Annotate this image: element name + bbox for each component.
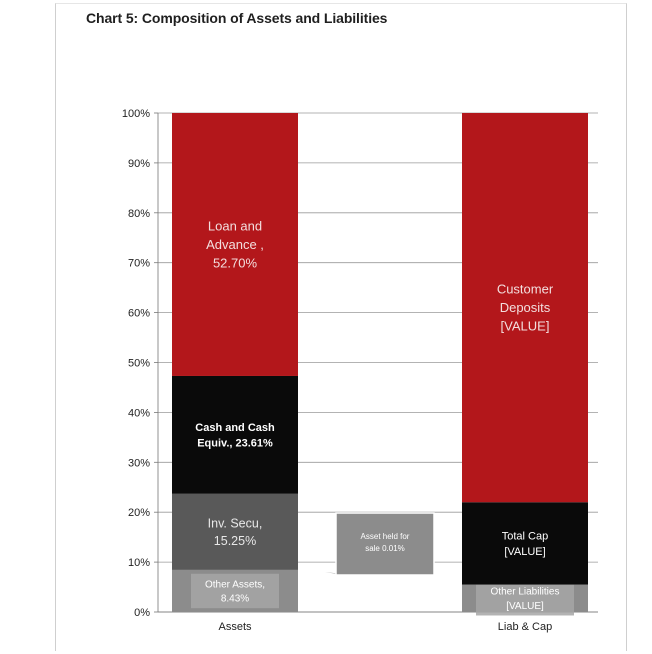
bar-segment-inv-secu — [172, 493, 298, 570]
data-label: [VALUE] — [506, 601, 544, 612]
chart-frame — [55, 3, 627, 651]
data-label: Inv. Secu, — [208, 516, 263, 530]
callout-box — [335, 512, 435, 576]
y-tick-label: 70% — [128, 258, 150, 270]
x-category-label: Assets — [218, 621, 252, 633]
data-label-box — [191, 573, 279, 609]
data-label: [VALUE] — [504, 546, 545, 558]
data-label: Equiv., 23.61% — [197, 438, 273, 450]
bar-segment-customer-deposits — [462, 113, 588, 503]
y-tick-label: 30% — [128, 457, 150, 469]
bar-segment-loan-and-advance — [172, 113, 298, 376]
data-label: 52.70% — [213, 255, 258, 270]
y-tick-label: 90% — [128, 158, 150, 170]
x-category-label: Liab & Cap — [498, 621, 552, 633]
bar-segment-cash-and-cash-equiv — [172, 375, 298, 494]
y-tick-label: 60% — [128, 308, 150, 320]
y-tick-label: 20% — [128, 507, 150, 519]
callout-label: sale 0.01% — [365, 544, 405, 553]
data-label: Other Liabilities — [491, 587, 560, 598]
data-label: Loan and — [208, 219, 262, 234]
data-label-box — [476, 581, 574, 616]
y-tick-label: 10% — [128, 557, 150, 569]
data-label: [VALUE] — [501, 319, 550, 334]
data-label: Other Assets, — [205, 579, 265, 590]
data-label: 8.43% — [221, 594, 249, 605]
data-label: Deposits — [500, 300, 551, 315]
bar-segment-total-cap — [462, 502, 588, 585]
data-label: 15.25% — [214, 534, 256, 548]
data-label: Cash and Cash — [195, 422, 275, 434]
data-label: Total Cap — [502, 530, 548, 542]
data-label: Advance , — [206, 237, 264, 252]
y-tick-label: 100% — [122, 108, 150, 120]
y-tick-label: 80% — [128, 208, 150, 220]
y-tick-label: 50% — [128, 358, 150, 370]
y-tick-label: 40% — [128, 407, 150, 419]
chart-title: Chart 5: Composition of Assets and Liabi… — [86, 10, 388, 26]
y-tick-label: 0% — [134, 607, 150, 619]
callout-label: Asset held for — [361, 532, 410, 541]
data-label: Customer — [497, 282, 554, 297]
